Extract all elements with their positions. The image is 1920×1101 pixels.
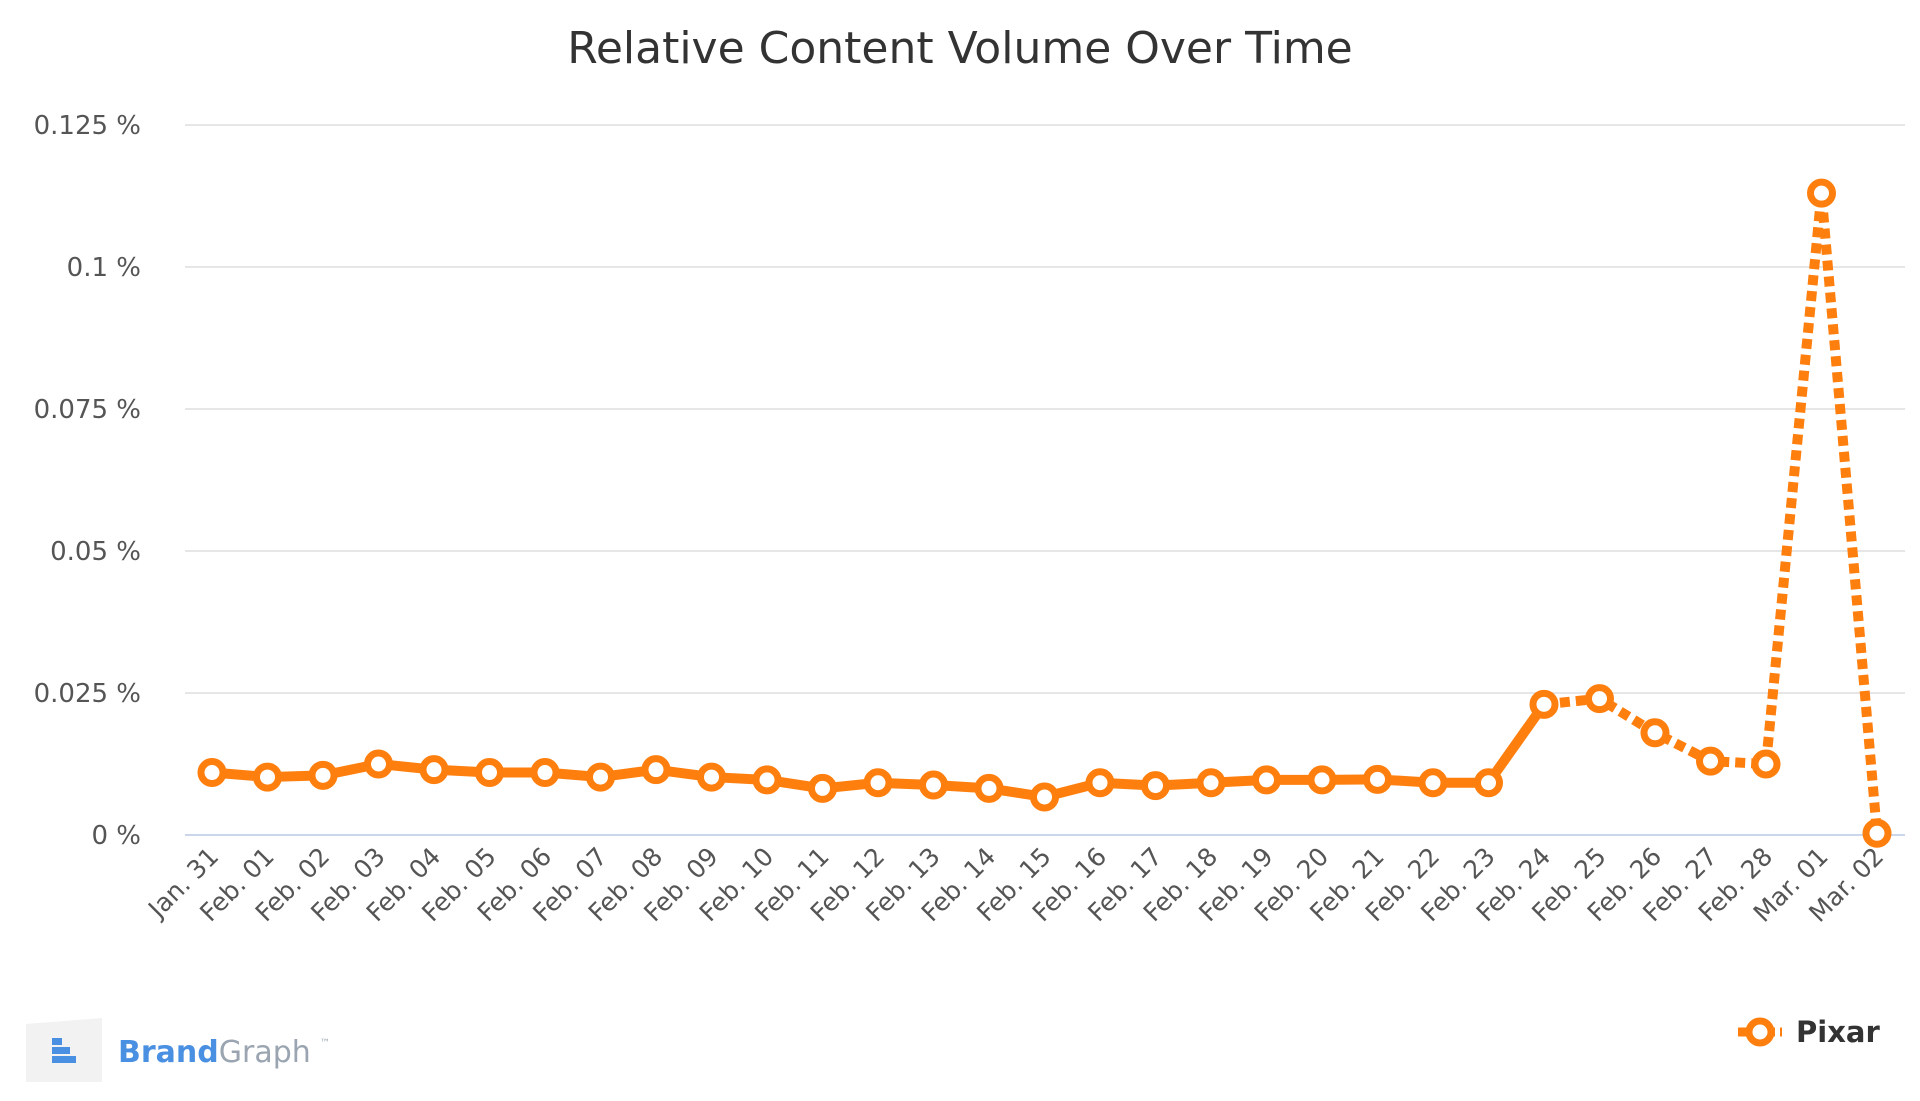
data-point[interactable] [586,762,615,792]
data-point[interactable] [1363,764,1392,794]
y-axis-tick-labels: 0 % 0.025 % 0.05 % 0.075 % 0.1 % 0.125 % [34,111,141,851]
data-point[interactable] [1862,818,1892,848]
brand-name: BrandGraph [118,1035,311,1070]
chart-title: Relative Content Volume Over Time [567,23,1353,74]
data-point[interactable] [1030,782,1059,812]
series-pixar-points[interactable] [197,178,1892,848]
data-point[interactable] [1196,768,1226,798]
series-pixar [207,188,1882,834]
data-point[interactable] [1807,178,1836,208]
brandgraph-logo-icon [26,1018,102,1082]
data-point[interactable] [1141,771,1170,801]
data-point[interactable] [1585,684,1614,714]
data-point[interactable] [197,758,227,788]
y-tick-label: 0 % [91,821,141,851]
brand-trademark: ™ [320,1038,330,1049]
data-point[interactable] [1474,768,1503,798]
data-point[interactable] [530,758,560,788]
data-point[interactable] [641,755,671,785]
data-point[interactable] [974,773,1004,803]
y-tick-label: 0.025 % [34,679,141,709]
legend-marker-pixar [1745,1017,1775,1047]
series-line-dashed [1543,188,1882,834]
y-tick-label: 0.1 % [67,253,141,283]
data-point[interactable] [863,768,893,798]
legend-label-pixar: Pixar [1796,1015,1880,1049]
data-point[interactable] [1085,768,1115,798]
data-point[interactable] [1696,746,1725,776]
data-point[interactable] [419,755,449,785]
brandgraph-logo: BrandGraph ™ [26,1018,330,1082]
data-point[interactable] [1307,765,1337,795]
data-point[interactable] [1529,689,1559,719]
data-point[interactable] [1640,718,1670,748]
data-point[interactable] [1252,765,1281,795]
data-point[interactable] [752,765,782,795]
y-tick-label: 0.05 % [50,537,141,567]
data-point[interactable] [1751,749,1781,779]
data-point[interactable] [919,770,948,800]
data-point[interactable] [808,773,837,803]
data-point[interactable] [697,762,726,792]
y-tick-label: 0.125 % [34,111,141,141]
data-point[interactable] [1418,768,1448,798]
grid-lines [185,124,1905,836]
data-point[interactable] [253,762,282,792]
legend[interactable]: Pixar [1738,1015,1880,1049]
y-tick-label: 0.075 % [34,395,141,425]
data-point[interactable] [475,758,504,788]
data-point[interactable] [364,749,393,779]
data-point[interactable] [308,760,338,790]
